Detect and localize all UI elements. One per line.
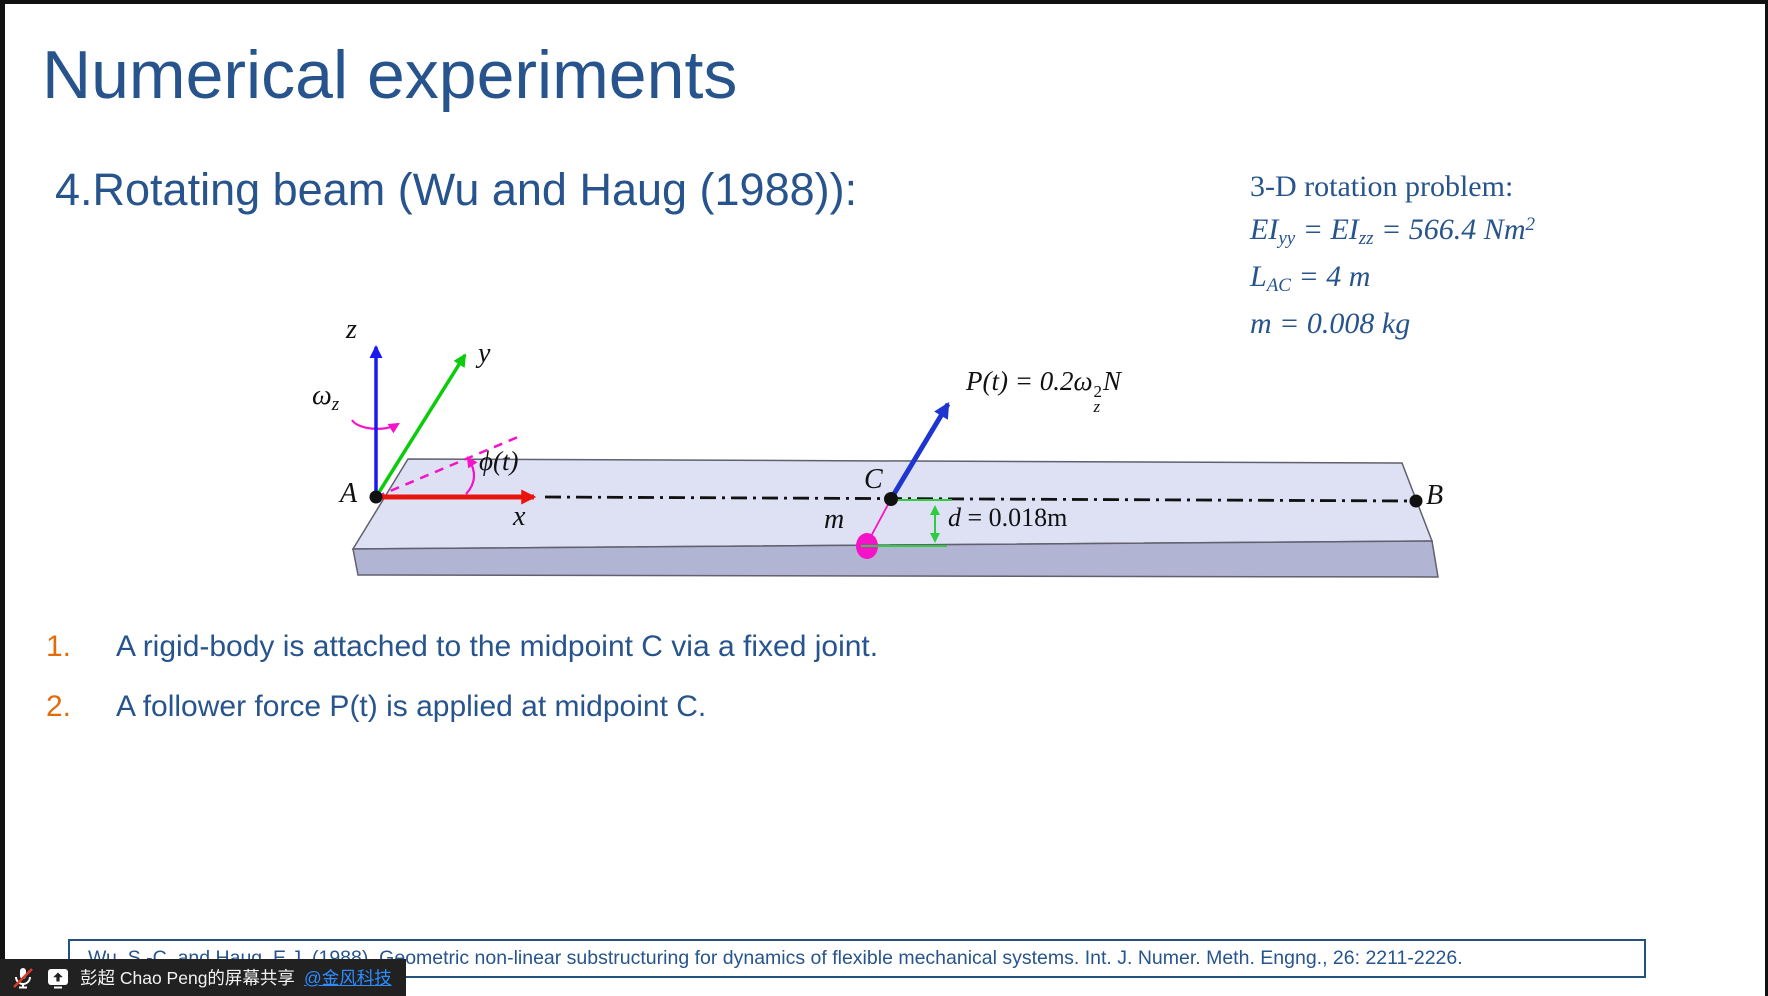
problem-parameters: 3-D rotation problem: EIyy = EIzz = 566.… xyxy=(1250,168,1535,343)
reference-text: Wu, S.-C. and Haug, E.J. (1988), Geometr… xyxy=(88,947,1463,969)
params-ei-line: EIyy = EIzz = 566.4 Nm2 xyxy=(1250,213,1535,249)
force-arrow xyxy=(888,401,951,501)
mass-link-line xyxy=(868,498,892,541)
point-c-dot xyxy=(884,492,898,506)
dim-d-label: d = 0.018m xyxy=(948,503,1068,532)
point-a-dot xyxy=(369,490,383,504)
point-a-label: A xyxy=(340,478,358,509)
note-text: A follower force P(t) is applied at midp… xyxy=(116,690,707,723)
frame-left xyxy=(0,0,5,996)
mic-muted-icon xyxy=(10,965,36,991)
reference-box: Wu, S.-C. and Haug, E.J. (1988), Geometr… xyxy=(68,939,1646,978)
axis-z-label: z xyxy=(346,314,357,345)
point-c-label: C xyxy=(864,464,883,495)
phi-angle-arrow xyxy=(465,456,478,495)
note-item-1: 1. A rigid-body is attached to the midpoi… xyxy=(46,630,1446,664)
note-number: 1. xyxy=(46,630,72,663)
beam-front-face xyxy=(352,540,1439,578)
omega-rotation-arrow xyxy=(351,419,400,434)
note-number: 2. xyxy=(46,690,72,723)
rotated-axis-dashed-line xyxy=(375,435,519,499)
axis-y-arrow xyxy=(374,353,467,498)
params-heading: 3-D rotation problem: xyxy=(1250,170,1514,203)
frame-right xyxy=(1765,0,1768,996)
params-mass-line: m = 0.008 kg xyxy=(1250,307,1411,340)
phi-label: ϕ(t) xyxy=(479,446,519,476)
mention-link[interactable]: @金风科技 xyxy=(303,968,392,988)
point-b-label: B xyxy=(1426,480,1444,511)
page-title: Numerical experiments xyxy=(42,37,738,113)
beam-centerline xyxy=(544,495,1417,503)
axis-x-label: x xyxy=(513,501,526,532)
omega-z-label: ωz xyxy=(312,380,340,415)
force-label: P(t) = 0.2ω 2 z N xyxy=(966,366,1122,417)
slide-subtitle: 4.Rotating beam (Wu and Haug (1988)): xyxy=(55,164,858,215)
frame-top xyxy=(0,0,1768,4)
axis-y-label: y xyxy=(478,338,491,369)
params-lac-line: LAC = 4 m xyxy=(1250,260,1371,296)
sharer-name-text: 彭超 Chao Peng的屏幕共享 xyxy=(80,968,295,988)
screen-share-icon xyxy=(45,965,71,991)
note-text: A rigid-body is attached to the midpoint… xyxy=(116,630,879,663)
point-b-dot xyxy=(1409,494,1423,508)
mass-label: m xyxy=(824,504,845,535)
screen-share-bar: 彭超 Chao Peng的屏幕共享 @金风科技 xyxy=(0,959,406,996)
note-item-2: 2. A follower force P(t) is applied at mi… xyxy=(46,690,1446,724)
